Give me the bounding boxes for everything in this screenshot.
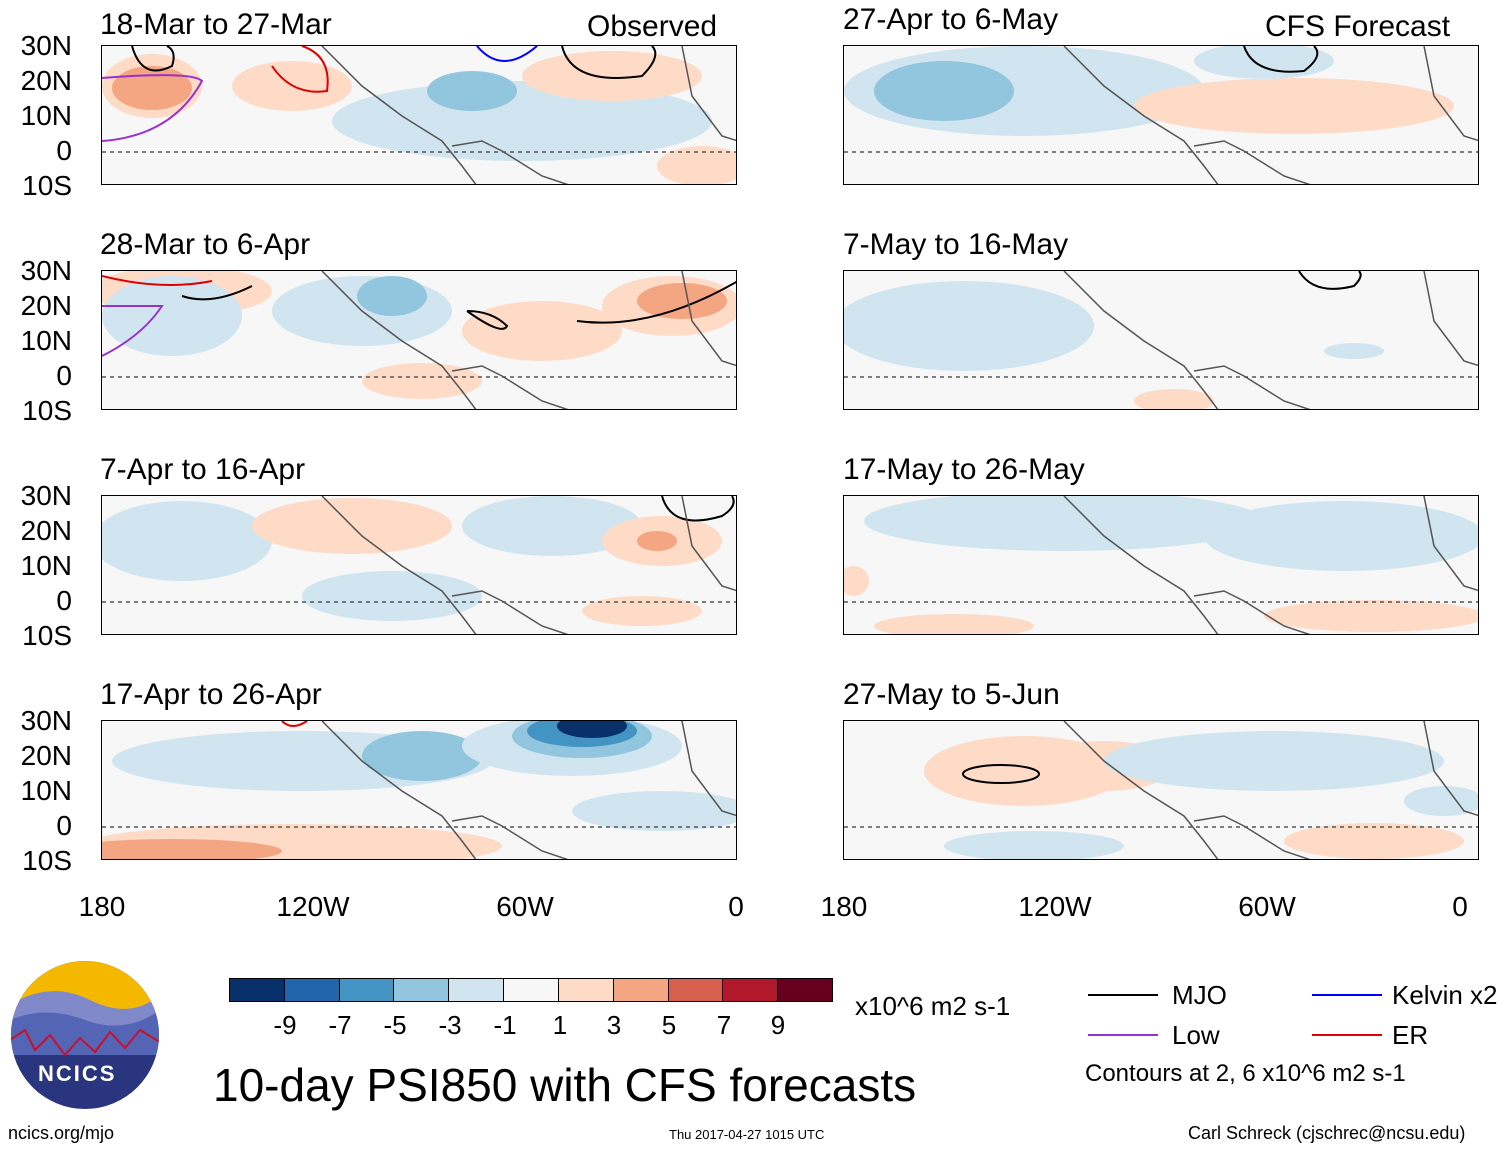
colorbar-swatch (722, 979, 778, 1001)
panel-title-right-4: 27-May to 5-Jun (843, 678, 1060, 711)
map-panel-right-1 (843, 45, 1479, 185)
footer-url[interactable]: ncics.org/mjo (8, 1123, 115, 1143)
map-panel-left-1 (101, 45, 737, 185)
panel-title-right-3: 17-May to 26-May (843, 453, 1085, 486)
legend-label-mjo: MJO (1172, 980, 1227, 1010)
legend-label-low: Low (1172, 1020, 1220, 1050)
legend-line-er (1312, 1034, 1382, 1036)
logo-text: NCICS (38, 1061, 117, 1086)
colorbar (229, 978, 833, 1002)
colorbar-tick: 1 (552, 1010, 568, 1040)
colorbar-units: x10^6 m2 s-1 (855, 991, 1011, 1021)
panel-title-left-3: 7-Apr to 16-Apr (100, 453, 306, 486)
lat-label: 20N (20, 515, 72, 546)
main-title: 10-day PSI850 with CFS forecasts (213, 1059, 917, 1111)
lat-label: 30N (20, 480, 72, 511)
colorbar-swatch (777, 979, 832, 1001)
colorbar-swatch (503, 979, 558, 1001)
panel-label-cfs-forecast: CFS Forecast (1265, 10, 1451, 43)
panel-title-left-1: 18-Mar to 27-Mar (100, 8, 332, 41)
lat-label: 10S (22, 845, 72, 876)
lat-label: 10N (20, 550, 72, 581)
panel-title-right-2: 7-May to 16-May (843, 228, 1069, 261)
colorbar-tick: 5 (661, 1010, 677, 1040)
lat-label: 20N (20, 290, 72, 321)
colorbar-swatch (612, 979, 668, 1001)
colorbar-swatch (230, 979, 284, 1001)
map-panel-right-4 (843, 720, 1479, 860)
legend-label-kelvin: Kelvin x2 (1392, 980, 1498, 1010)
lat-label: 0 (56, 135, 72, 166)
map-panel-right-2 (843, 270, 1479, 410)
lat-label: 20N (20, 740, 72, 771)
lon-label-right: 0 (1452, 891, 1468, 922)
colorbar-tick: -9 (273, 1010, 297, 1040)
legend-line-kelvin (1312, 994, 1382, 996)
lat-label: 10N (20, 775, 72, 806)
colorbar-swatch (557, 979, 613, 1001)
lat-label: 30N (20, 705, 72, 736)
lat-label: 30N (20, 255, 72, 286)
lat-label: 0 (56, 360, 72, 391)
lat-label: 0 (56, 585, 72, 616)
lat-label: 30N (20, 30, 72, 61)
ncics-logo: NCICS (10, 960, 160, 1110)
colorbar-swatch (448, 979, 504, 1001)
panel-label-observed: Observed (587, 10, 718, 43)
lat-label: 10N (20, 100, 72, 131)
map-panel-right-3 (843, 495, 1479, 635)
colorbar-tick: 7 (716, 1010, 732, 1040)
colorbar-tick: 3 (606, 1010, 622, 1040)
lon-label-right: 180 (820, 891, 868, 922)
colorbar-tick: -1 (493, 1010, 517, 1040)
lat-label: 10S (22, 170, 72, 201)
legend-line-low (1088, 1034, 1158, 1036)
footer-timestamp: Thu 2017-04-27 1015 UTC (669, 1127, 825, 1142)
legend-line-mjo (1088, 994, 1158, 996)
colorbar-tick: -7 (328, 1010, 352, 1040)
colorbar-tick: 9 (770, 1010, 786, 1040)
lat-label: 10S (22, 620, 72, 651)
lat-label: 0 (56, 810, 72, 841)
colorbar-tick: -5 (383, 1010, 407, 1040)
lon-label-right: 60W (1238, 891, 1296, 922)
map-panel-left-3 (101, 495, 737, 635)
panel-title-left-2: 28-Mar to 6-Apr (100, 228, 311, 261)
colorbar-swatch (283, 979, 339, 1001)
map-panel-left-2 (101, 270, 737, 410)
colorbar-swatch (338, 979, 394, 1001)
panel-title-left-4: 17-Apr to 26-Apr (100, 678, 322, 711)
colorbar-swatch (667, 979, 723, 1001)
lon-label-left: 0 (728, 891, 744, 922)
lat-label: 20N (20, 65, 72, 96)
lat-label: 10S (22, 395, 72, 426)
legend-label-er: ER (1392, 1020, 1429, 1050)
lon-label-left: 180 (78, 891, 126, 922)
map-panel-left-4 (101, 720, 737, 860)
lon-label-left: 120W (276, 891, 350, 922)
lon-label-right: 120W (1018, 891, 1092, 922)
panel-title-right-1: 27-Apr to 6-May (843, 3, 1059, 36)
colorbar-swatch (393, 979, 449, 1001)
lon-label-left: 60W (496, 891, 554, 922)
footer-author: Carl Schreck (cjschrec@ncsu.edu) (1188, 1123, 1466, 1143)
contours-note: Contours at 2, 6 x10^6 m2 s-1 (1085, 1060, 1406, 1087)
lat-label: 10N (20, 325, 72, 356)
colorbar-tick: -3 (438, 1010, 462, 1040)
